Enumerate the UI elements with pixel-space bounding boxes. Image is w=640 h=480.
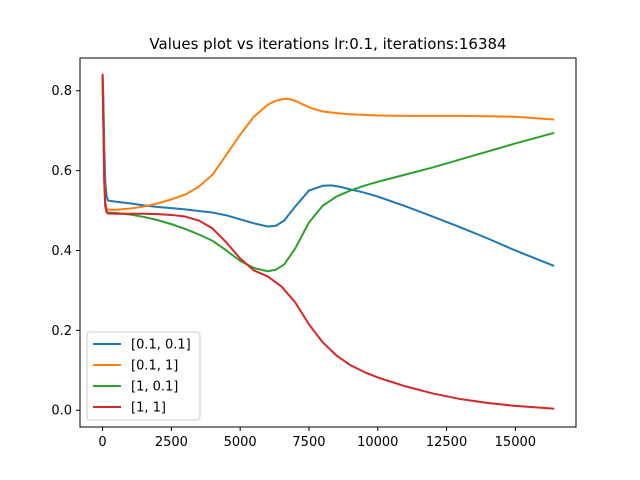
x-tick-label: 10000: [357, 435, 398, 450]
x-tick-label: 12500: [426, 435, 467, 450]
legend-label-3: [1, 1]: [131, 401, 166, 416]
plot-frame: [79, 57, 577, 428]
x-axis: 0 2500 5000 7500 10000 12500 15000: [98, 427, 536, 450]
series-line-1: [101, 73, 555, 211]
x-tick-label: 7500: [292, 435, 325, 450]
x-tick-label: 0: [98, 435, 106, 450]
x-tick-label: 5000: [224, 435, 257, 450]
legend-frame: [86, 331, 201, 421]
series-line-0: [101, 73, 555, 267]
series-line-3: [101, 73, 555, 410]
y-tick-label: 0.8: [51, 84, 72, 99]
x-tick-label: 2500: [155, 435, 188, 450]
legend-label-2: [1, 0.1]: [131, 380, 178, 395]
y-tick-label: 0.0: [51, 404, 72, 419]
series-layer: [101, 73, 555, 410]
y-tick-label: 0.2: [51, 324, 72, 339]
y-axis: 0.0 0.2 0.4 0.6 0.8: [51, 84, 80, 419]
x-tick-label: 15000: [495, 435, 536, 450]
legend-label-1: [0.1, 1]: [131, 359, 178, 374]
y-tick-label: 0.4: [51, 244, 72, 259]
legend-label-0: [0.1, 0.1]: [131, 338, 191, 353]
chart-title: Values plot vs iterations lr:0.1, iterat…: [149, 35, 506, 53]
y-tick-label: 0.6: [51, 164, 72, 179]
legend: [0.1, 0.1] [0.1, 1] [1, 0.1] [1, 1]: [86, 331, 201, 421]
